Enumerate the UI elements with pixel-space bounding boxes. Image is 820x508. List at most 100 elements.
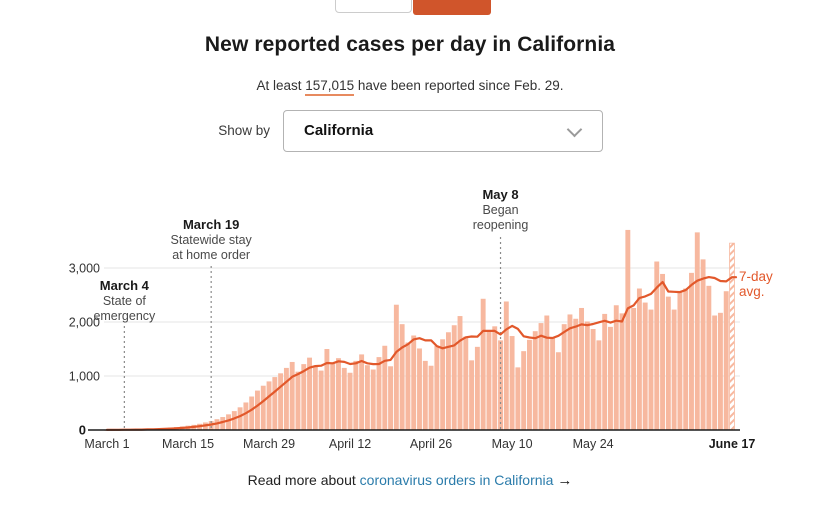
bar-day-105[interactable] — [712, 315, 718, 430]
bar-day-47[interactable] — [376, 357, 382, 430]
bar-day-73[interactable] — [527, 339, 532, 430]
bar-day-57[interactable] — [434, 345, 440, 430]
bar-day-87[interactable] — [608, 326, 613, 430]
bar-day-78[interactable] — [555, 352, 561, 430]
bar-day-65[interactable] — [480, 298, 486, 430]
bar-day-107[interactable] — [723, 291, 729, 430]
bar-day-29[interactable] — [272, 377, 278, 430]
bar-day-26[interactable] — [255, 390, 260, 430]
bar-day-91[interactable] — [631, 307, 637, 430]
bar-day-23[interactable] — [237, 407, 243, 430]
bar-day-63[interactable] — [469, 360, 475, 430]
bar-day-96[interactable] — [660, 273, 666, 430]
bar-day-32[interactable] — [289, 361, 295, 430]
bar-day-22[interactable] — [231, 411, 237, 430]
bar-day-43[interactable] — [353, 360, 359, 430]
bar-day-58[interactable] — [440, 339, 446, 430]
bar-day-35[interactable] — [307, 357, 312, 430]
bar-day-40[interactable] — [336, 358, 341, 430]
bar-day-50[interactable] — [393, 304, 399, 430]
bar-day-84[interactable] — [590, 329, 596, 430]
bar-day-108[interactable] — [729, 242, 735, 431]
bar-day-104[interactable] — [706, 285, 712, 430]
bar-day-99[interactable] — [677, 291, 683, 430]
bar-day-79[interactable] — [561, 324, 567, 430]
bar-day-38[interactable] — [324, 349, 330, 430]
bar-day-93[interactable] — [642, 302, 648, 430]
bar-day-81[interactable] — [573, 318, 579, 430]
bar-day-33[interactable] — [295, 371, 301, 430]
bar-day-45[interactable] — [364, 365, 370, 430]
bar-day-89[interactable] — [619, 313, 625, 430]
bar-day-76[interactable] — [544, 315, 550, 430]
subtitle-suffix: have been reported since Feb. 29. — [354, 78, 564, 93]
bar-day-100[interactable] — [683, 288, 689, 430]
bar-day-86[interactable] — [602, 313, 608, 430]
bar-day-28[interactable] — [266, 381, 272, 430]
bar-day-82[interactable] — [579, 307, 584, 430]
bar-day-83[interactable] — [584, 321, 590, 430]
bar-day-75[interactable] — [538, 323, 544, 430]
bar-day-21[interactable] — [226, 414, 231, 430]
bar-day-54[interactable] — [417, 348, 422, 430]
bar-day-55[interactable] — [422, 360, 428, 430]
annotation-title-march-19: March 19 — [183, 217, 239, 232]
bar-day-56[interactable] — [428, 365, 434, 430]
toggle-button-left[interactable] — [335, 0, 412, 13]
bar-day-72[interactable] — [521, 351, 527, 430]
bar-day-46[interactable] — [370, 369, 376, 430]
footer-prefix: Read more about — [247, 472, 360, 488]
bar-day-61[interactable] — [457, 316, 463, 430]
bar-day-98[interactable] — [671, 309, 677, 430]
bar-day-71[interactable] — [515, 367, 521, 430]
bar-day-102[interactable] — [694, 232, 700, 430]
bar-day-27[interactable] — [260, 385, 266, 430]
bar-day-69[interactable] — [503, 301, 509, 430]
bar-day-94[interactable] — [648, 309, 654, 430]
bar-day-25[interactable] — [249, 396, 255, 430]
bar-day-34[interactable] — [301, 364, 307, 430]
footer-link[interactable]: coronavirus orders in California — [359, 472, 554, 488]
bar-day-95[interactable] — [654, 261, 660, 430]
bar-day-31[interactable] — [283, 367, 289, 430]
bar-day-24[interactable] — [243, 402, 249, 430]
bar-day-20[interactable] — [220, 417, 226, 430]
seven-day-avg-label: avg. — [739, 284, 765, 299]
bar-day-48[interactable] — [382, 345, 388, 430]
bar-day-19[interactable] — [214, 419, 220, 430]
bar-day-77[interactable] — [550, 337, 556, 430]
bar-day-51[interactable] — [399, 324, 405, 430]
bar-day-68[interactable] — [498, 340, 503, 430]
bar-day-60[interactable] — [451, 325, 457, 430]
bar-day-64[interactable] — [474, 346, 480, 430]
bar-day-62[interactable] — [463, 336, 469, 430]
bar-day-36[interactable] — [312, 366, 318, 430]
region-dropdown[interactable]: California — [283, 110, 603, 152]
bar-day-97[interactable] — [665, 296, 671, 430]
bar-day-39[interactable] — [330, 363, 336, 430]
toggle-button-right[interactable] — [413, 0, 491, 15]
bar-day-67[interactable] — [492, 326, 498, 430]
bar-day-101[interactable] — [689, 272, 694, 430]
bar-day-80[interactable] — [567, 314, 573, 430]
bar-day-52[interactable] — [405, 342, 411, 430]
bar-day-53[interactable] — [411, 335, 417, 431]
bar-day-106[interactable] — [717, 312, 723, 430]
y-tick-1000: 1,000 — [69, 370, 100, 384]
bar-day-90[interactable] — [625, 229, 631, 430]
bar-day-74[interactable] — [532, 331, 538, 430]
bar-day-66[interactable] — [486, 331, 492, 430]
bar-day-103[interactable] — [700, 259, 706, 430]
bar-day-42[interactable] — [347, 372, 353, 430]
bar-day-49[interactable] — [388, 366, 394, 430]
bar-day-70[interactable] — [509, 336, 515, 430]
bar-day-41[interactable] — [341, 367, 347, 430]
bar-day-85[interactable] — [596, 340, 602, 430]
bar-day-88[interactable] — [613, 305, 619, 430]
bar-day-37[interactable] — [318, 370, 324, 430]
bar-day-92[interactable] — [636, 288, 642, 430]
bar-day-30[interactable] — [278, 373, 284, 430]
bar-day-44[interactable] — [359, 354, 365, 430]
bar-day-59[interactable] — [445, 332, 451, 430]
